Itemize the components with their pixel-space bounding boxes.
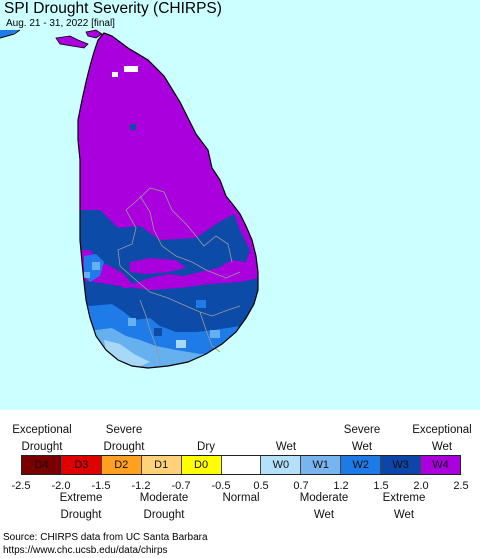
legend-cell-d4: D4 bbox=[22, 456, 62, 474]
sri-lanka-spi-map bbox=[0, 0, 480, 410]
legend-label-moderate-drought: Moderate Drought bbox=[139, 492, 189, 521]
legend-label-moderate-wet: Moderate Wet bbox=[299, 492, 349, 521]
legend-label-severe-wet: Severe Wet bbox=[343, 424, 381, 453]
province-boundaries bbox=[117, 187, 241, 363]
north-islet bbox=[85, 29, 103, 39]
speckle bbox=[176, 340, 186, 348]
speckle bbox=[154, 328, 162, 336]
speckle bbox=[196, 300, 206, 308]
legend: Exceptional Drought Severe Drought Dry Wet… bbox=[0, 410, 480, 535]
legend-label-wet: Wet bbox=[275, 441, 297, 453]
legend-cell-d1: D1 bbox=[141, 456, 182, 474]
legend-label-dry: Dry bbox=[197, 441, 215, 453]
legend-cell-w0: W0 bbox=[261, 456, 302, 474]
legend-tick: 0.5 bbox=[253, 480, 269, 492]
legend-tick: 2.0 bbox=[413, 480, 429, 492]
legend-tick: -1.2 bbox=[131, 480, 151, 492]
zone-w4-inlet bbox=[130, 258, 186, 274]
legend-cell-w3: W3 bbox=[381, 456, 422, 474]
legend-label-extreme-drought: Extreme Drought bbox=[59, 492, 103, 521]
no-data-patch bbox=[112, 72, 118, 77]
legend-cell-d0: D0 bbox=[181, 456, 222, 474]
legend-tick: 0.7 bbox=[293, 480, 309, 492]
mainland-india bbox=[0, 30, 20, 38]
jaffna-islets bbox=[55, 35, 89, 49]
legend-label-normal: Normal bbox=[222, 492, 260, 504]
speckle bbox=[210, 330, 220, 338]
no-data-patch bbox=[124, 66, 138, 72]
map-title: SPI Drought Severity (CHIRPS) bbox=[4, 0, 222, 17]
legend-cell-w4: W4 bbox=[421, 456, 460, 474]
map-panel: SPI Drought Severity (CHIRPS) Aug. 21 - … bbox=[0, 0, 480, 410]
legend-cell-w2: W2 bbox=[341, 456, 382, 474]
map-subtitle: Aug. 21 - 31, 2022 [final] bbox=[6, 18, 115, 29]
legend-tick: -0.5 bbox=[211, 480, 231, 492]
ocean bbox=[0, 0, 480, 410]
legend-tick: 2.5 bbox=[453, 480, 469, 492]
legend-cell-d3: D3 bbox=[61, 456, 102, 474]
coastline bbox=[77, 32, 259, 369]
legend-cell-w1: W1 bbox=[301, 456, 342, 474]
legend-tick: 1.2 bbox=[333, 480, 349, 492]
legend-tick: -2.5 bbox=[11, 480, 31, 492]
legend-color-bar: D4 D3 D2 D1 D0 W0 W1 W2 W3 W4 bbox=[21, 455, 461, 475]
speckle bbox=[128, 318, 136, 326]
legend-label-extreme-wet: Extreme Wet bbox=[382, 492, 426, 521]
legend-label-exceptional-drought: Exceptional Drought bbox=[12, 424, 72, 453]
legend-tick: -0.7 bbox=[171, 480, 191, 492]
legend-cell-d2: D2 bbox=[101, 456, 142, 474]
legend-cell-normal bbox=[221, 456, 262, 474]
speckle bbox=[84, 272, 90, 278]
mainland-india-coast bbox=[0, 29, 21, 39]
speckle bbox=[130, 124, 136, 130]
source-credit: Source: CHIRPS data from UC Santa Barbar… bbox=[3, 531, 208, 557]
zone-w2 bbox=[78, 254, 258, 368]
speckle bbox=[122, 282, 130, 288]
legend-label-severe-drought: Severe Drought bbox=[103, 424, 145, 453]
speckle bbox=[92, 262, 100, 270]
legend-tick: 1.5 bbox=[373, 480, 389, 492]
legend-tick: -1.5 bbox=[91, 480, 111, 492]
legend-tick: -2.0 bbox=[51, 480, 71, 492]
legend-label-exceptional-wet: Exceptional Wet bbox=[412, 424, 472, 453]
source-text: Source: CHIRPS data from UC Santa Barbar… bbox=[3, 532, 208, 543]
source-url[interactable]: https://www.chc.ucsb.edu/data/chirps bbox=[3, 545, 168, 556]
